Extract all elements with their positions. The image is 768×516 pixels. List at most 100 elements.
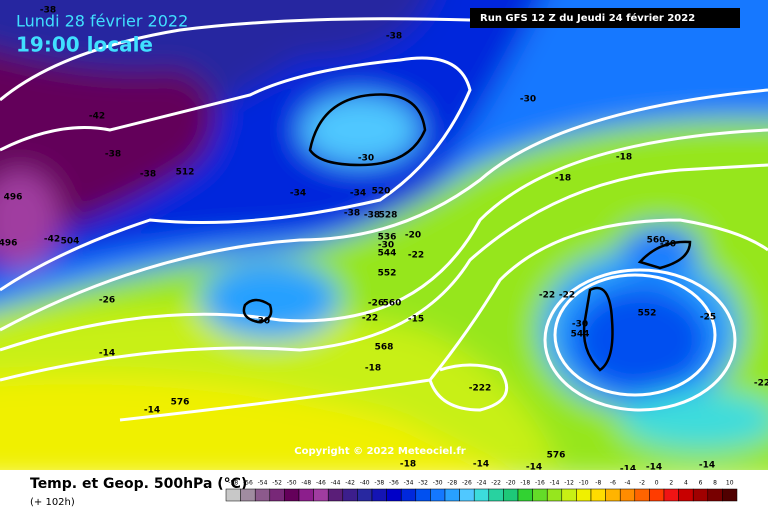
legend-label: -42 bbox=[345, 480, 355, 487]
legend-swatch bbox=[517, 488, 533, 502]
isotherm-contours bbox=[242, 93, 692, 372]
legend-swatch bbox=[722, 488, 738, 502]
legend-swatch bbox=[561, 488, 577, 502]
legend-swatch bbox=[371, 488, 387, 502]
legend-label: -46 bbox=[316, 480, 326, 487]
legend-swatch bbox=[605, 488, 621, 502]
legend-label: 8 bbox=[713, 480, 717, 487]
contour-label: -34 bbox=[290, 189, 306, 199]
legend-swatch bbox=[430, 488, 446, 502]
contour-label: -30 bbox=[572, 320, 588, 330]
legend-swatch bbox=[503, 488, 519, 502]
time: 19:00 locale bbox=[16, 33, 153, 57]
contour-label: -14 bbox=[620, 465, 636, 475]
contour-label: 536 bbox=[378, 233, 397, 243]
legend-swatch bbox=[473, 488, 490, 502]
legend-swatch bbox=[386, 488, 402, 502]
legend-label: -24 bbox=[477, 480, 487, 487]
contour-label: -30 bbox=[358, 154, 374, 164]
legend-swatch bbox=[225, 488, 241, 502]
contour-label: 560 bbox=[647, 236, 666, 246]
legend-label: -30 bbox=[433, 480, 443, 487]
contour-label: -18 bbox=[555, 174, 571, 184]
footer-title: Temp. et Geop. 500hPa (°C) bbox=[30, 476, 247, 492]
legend-label: 0 bbox=[655, 480, 659, 487]
legend-label: -12 bbox=[564, 480, 574, 487]
contour-label: 528 bbox=[379, 211, 398, 221]
legend-swatch bbox=[678, 488, 694, 502]
legend-label: -20 bbox=[506, 480, 516, 487]
contour-label: -42 bbox=[89, 112, 105, 122]
contour-label: -38 bbox=[140, 170, 156, 180]
legend-label: -44 bbox=[331, 480, 341, 487]
contour-label: -20 bbox=[405, 231, 421, 241]
legend-label: -26 bbox=[462, 480, 472, 487]
legend-swatch bbox=[415, 488, 431, 502]
contour-label: 496 bbox=[4, 193, 23, 203]
contour-label: 576 bbox=[547, 451, 566, 461]
contour-label: 544 bbox=[378, 249, 397, 259]
legend-swatch bbox=[313, 488, 329, 502]
contour-label: 544 bbox=[571, 330, 590, 340]
legend-label: -28 bbox=[447, 480, 457, 487]
legend-label: -38 bbox=[374, 480, 384, 487]
legend-label: -58 bbox=[228, 480, 238, 487]
contour-label: -25 bbox=[700, 313, 716, 323]
legend: -58 -56 -54 -52 -50 -48 -46 -44 -42 -40 -38 -36 -34-… bbox=[225, 480, 738, 502]
contour-label: -30 bbox=[254, 317, 270, 327]
legend-label: -56 bbox=[243, 480, 253, 487]
legend-label: -2 bbox=[639, 480, 645, 487]
legend-label: -16 bbox=[535, 480, 545, 487]
date: Lundi 28 février 2022 bbox=[16, 12, 188, 31]
geopotential-contours bbox=[0, 17, 768, 422]
legend-label: -18 bbox=[520, 480, 530, 487]
legend-label: -10 bbox=[579, 480, 589, 487]
contour-label: -30 bbox=[660, 240, 676, 250]
legend-label: -54 bbox=[258, 480, 268, 487]
contour-label: -14 bbox=[473, 460, 489, 470]
run: Run GFS 12 Z du Jeudi 24 février 2022 bbox=[480, 12, 695, 24]
contour-label: 552 bbox=[378, 269, 397, 279]
contour-label: -38 bbox=[364, 211, 380, 221]
contour-label: -14 bbox=[144, 406, 160, 416]
legend-swatch bbox=[342, 488, 358, 502]
legend-label: 10 bbox=[726, 480, 734, 487]
contour-label: 512 bbox=[176, 168, 195, 178]
contour-label: -14 bbox=[526, 463, 542, 473]
legend-swatch bbox=[444, 488, 460, 502]
legend-label: -52 bbox=[272, 480, 282, 487]
contour-label: -26 bbox=[368, 299, 384, 309]
legend-swatch bbox=[254, 488, 271, 502]
legend-swatch bbox=[663, 488, 679, 502]
legend-swatch bbox=[634, 488, 650, 502]
contour-label: 496 bbox=[0, 239, 17, 249]
legend-swatch bbox=[284, 488, 300, 502]
legend-swatch bbox=[619, 488, 636, 502]
legend-label: -36 bbox=[389, 480, 399, 487]
legend-label: -22 bbox=[491, 480, 501, 487]
contour-label: -38 bbox=[105, 150, 121, 160]
legend-swatch bbox=[298, 488, 314, 502]
contour-label: -22 bbox=[539, 291, 555, 301]
legend-label: 6 bbox=[699, 480, 703, 487]
contour-label: -18 bbox=[616, 153, 632, 163]
legend-swatch bbox=[576, 488, 592, 502]
legend-swatch bbox=[357, 488, 373, 502]
contour-label: -14 bbox=[99, 349, 115, 359]
legend-label: -4 bbox=[625, 480, 631, 487]
contour-label: -22 bbox=[408, 251, 424, 261]
legend-swatch bbox=[400, 488, 417, 502]
legend-swatch bbox=[590, 488, 606, 502]
contour-label: -14 bbox=[699, 461, 715, 471]
temperature-field bbox=[0, 0, 768, 480]
contour-label: -30 bbox=[378, 241, 394, 251]
contour-label: -26 bbox=[99, 296, 115, 306]
legend-label: -50 bbox=[287, 480, 297, 487]
legend-label: -40 bbox=[360, 480, 370, 487]
contour-label: -38 bbox=[344, 209, 360, 219]
legend-label: 2 bbox=[669, 480, 673, 487]
legend-swatch bbox=[327, 488, 344, 502]
legend-swatch bbox=[707, 488, 723, 502]
